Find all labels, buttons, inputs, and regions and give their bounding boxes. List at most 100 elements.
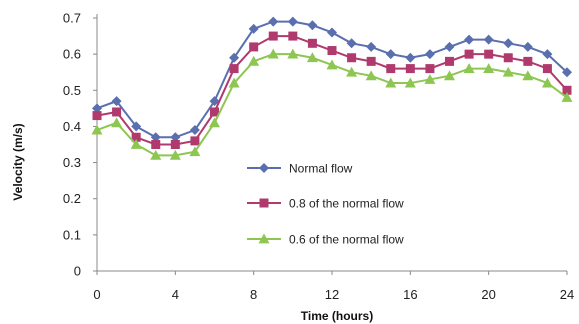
data-point — [169, 149, 181, 160]
data-point — [386, 64, 396, 74]
data-point — [249, 42, 259, 52]
data-point — [523, 56, 533, 66]
data-point — [112, 107, 122, 117]
data-point — [190, 136, 200, 146]
data-point — [229, 64, 239, 74]
series-3 — [91, 48, 573, 160]
data-point — [130, 139, 142, 149]
legend-item: 0.6 of the normal flow — [247, 233, 404, 247]
series-2 — [92, 31, 572, 149]
y-tick-label: 0.7 — [63, 11, 81, 26]
data-point — [502, 66, 514, 77]
x-tick-label: 4 — [172, 287, 179, 302]
data-point — [346, 38, 357, 49]
data-point — [92, 103, 102, 114]
data-point — [562, 85, 572, 95]
data-point — [562, 67, 572, 78]
data-point — [267, 48, 279, 59]
data-point — [444, 70, 455, 81]
x-tick-label: 24 — [560, 287, 574, 302]
y-tick-label: 0.3 — [63, 155, 81, 170]
x-tick-label: 20 — [481, 287, 495, 302]
data-point — [288, 31, 298, 41]
y-tick-label: 0.5 — [63, 83, 81, 98]
legend-item: Normal flow — [247, 162, 353, 176]
y-tick-label: 0.6 — [63, 47, 81, 62]
y-axis-title: Velocity (m/s) — [11, 123, 25, 200]
data-point — [366, 56, 376, 66]
x-tick-label: 16 — [403, 287, 417, 302]
data-point — [189, 125, 200, 136]
data-point — [385, 77, 397, 88]
legend-item: 0.8 of the normal flow — [247, 197, 404, 211]
y-tick-label: 0.1 — [63, 227, 81, 242]
data-point — [464, 49, 474, 59]
data-point — [91, 124, 103, 135]
data-point — [503, 53, 513, 63]
data-point — [424, 73, 436, 84]
data-point — [131, 132, 141, 142]
data-point — [522, 41, 533, 52]
x-tick-label: 0 — [93, 287, 100, 302]
legend-label: 0.8 of the normal flow — [289, 197, 404, 211]
legend-label: 0.6 of the normal flow — [289, 233, 404, 247]
data-point — [522, 70, 534, 81]
data-point — [170, 140, 180, 149]
axes: 0 0.1 0.2 0.3 0.4 0.5 0.6 0.7 0 4 8 12 16 20 24 — [63, 11, 574, 303]
legend-marker — [259, 198, 269, 208]
data-point — [541, 77, 553, 88]
data-point — [111, 96, 122, 107]
data-point — [347, 53, 357, 63]
data-point — [228, 77, 240, 88]
data-point — [483, 63, 495, 73]
data-point — [170, 132, 181, 143]
data-point — [307, 20, 318, 31]
data-point — [346, 66, 358, 77]
data-point — [229, 52, 240, 63]
data-point — [542, 64, 552, 74]
series-1 — [92, 16, 572, 143]
legend-marker — [258, 233, 270, 244]
data-point — [248, 23, 259, 34]
data-point — [92, 111, 102, 121]
data-point — [287, 16, 298, 27]
data-point — [151, 140, 161, 149]
data-point — [366, 41, 377, 52]
legend-marker — [259, 163, 269, 173]
data-point — [268, 16, 279, 27]
data-point — [189, 146, 201, 157]
data-point — [327, 46, 337, 56]
data-point — [210, 107, 219, 117]
data-point — [561, 92, 573, 102]
legend: Normal flow 0.8 of the normal flow 0.6 of … — [247, 162, 404, 247]
data-point — [405, 52, 416, 63]
data-point — [268, 31, 278, 41]
y-tick-label: 0.2 — [63, 191, 81, 206]
data-point — [365, 70, 377, 81]
data-point — [425, 64, 435, 74]
data-point — [424, 49, 435, 60]
series-line — [96, 20, 568, 139]
data-point — [287, 48, 299, 59]
series-layer — [91, 16, 573, 160]
x-axis-title: Time (hours) — [301, 309, 373, 323]
data-point — [484, 49, 494, 59]
data-point — [327, 27, 337, 38]
data-point — [111, 117, 123, 128]
data-point — [542, 49, 553, 60]
data-point — [209, 117, 220, 128]
data-point — [306, 52, 318, 63]
data-point — [248, 55, 260, 66]
y-tick-label: 0 — [74, 264, 81, 279]
data-point — [444, 41, 455, 52]
data-point — [131, 121, 142, 132]
y-tick-label: 0.4 — [63, 119, 81, 134]
data-point — [209, 96, 220, 107]
x-tick-label: 12 — [325, 287, 339, 302]
data-point — [463, 63, 475, 73]
data-point — [483, 34, 494, 45]
data-point — [445, 56, 454, 66]
data-point — [404, 77, 416, 88]
data-point — [405, 64, 415, 74]
